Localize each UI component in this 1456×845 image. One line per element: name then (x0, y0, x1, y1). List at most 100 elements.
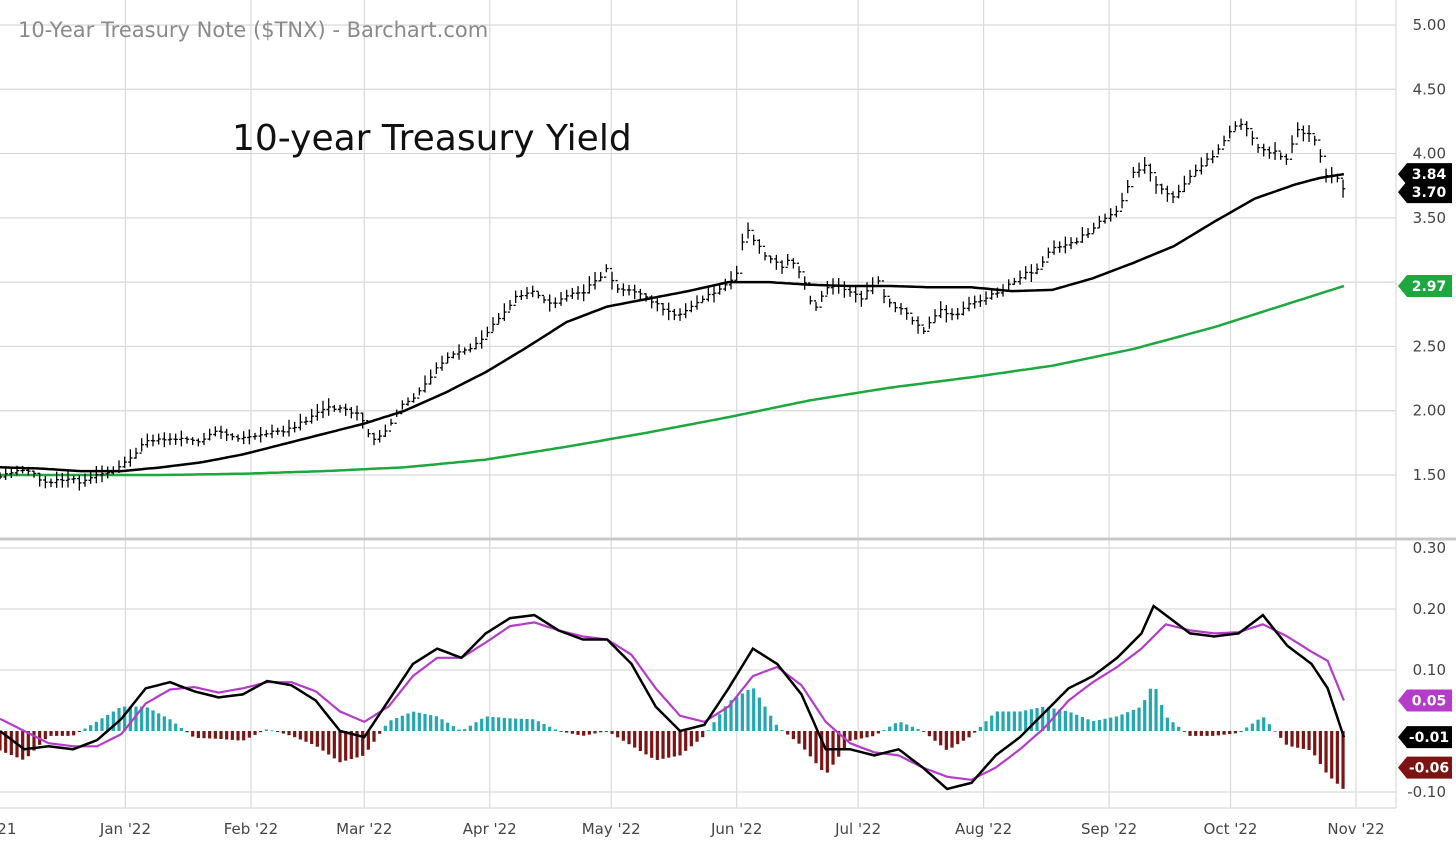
macd-histogram-bar (355, 731, 359, 758)
macd-histogram-bar (774, 724, 778, 731)
macd-line (0, 604, 1346, 791)
macd-histogram-bar (961, 731, 965, 741)
macd-histogram-bar (712, 722, 716, 731)
macd-histogram-bar (531, 719, 535, 731)
macd-histogram-bar (1103, 718, 1107, 731)
value-flag-shape (1398, 689, 1452, 712)
macd-histogram-bar (1245, 727, 1249, 731)
x-tick-label: Jul '22 (834, 820, 881, 838)
macd-histogram-bar (32, 731, 36, 751)
macd-histogram-bar (259, 731, 263, 733)
macd-histogram-bar (1239, 731, 1243, 732)
macd-histogram-bar (1126, 712, 1130, 731)
macd-histogram-bar (701, 731, 705, 738)
macd-histogram-bar (236, 731, 240, 741)
macd-histogram-bar (366, 731, 370, 750)
y-tick-label: 3.50 (1413, 209, 1446, 227)
macd-histogram-bar (1046, 707, 1050, 731)
macd-histogram-bar (145, 707, 149, 731)
macd-histogram-bar (1114, 716, 1118, 731)
macd-histogram-bar (196, 731, 200, 738)
macd-histogram-bar (514, 718, 518, 731)
macd-histogram-bar (1012, 711, 1016, 731)
value-flag-shape (1398, 181, 1452, 204)
macd-histogram-bar (1131, 709, 1135, 731)
value-flag-shape (1398, 163, 1452, 186)
macd-histogram-bar (627, 731, 631, 745)
value-flag: 2.97 (1398, 275, 1452, 297)
macd-histogram-bar (242, 731, 246, 741)
macd-histogram-bar (769, 715, 773, 731)
macd-histogram-bar (763, 706, 767, 731)
macd-histogram-bar (72, 731, 76, 736)
y-tick-label: 0.30 (1413, 539, 1446, 557)
macd-histogram-bar (304, 731, 308, 742)
macd-histogram-bar (548, 726, 552, 731)
macd-histogram-bar (893, 723, 897, 731)
macd-histogram-bar (808, 731, 812, 757)
macd-histogram-bar (525, 718, 529, 731)
macd-histogram-bar (746, 690, 750, 731)
macd-histogram-bar (123, 706, 127, 731)
macd-histogram-bar (502, 717, 506, 731)
macd-histogram-bar (1063, 710, 1067, 731)
macd-histogram-bar (1216, 731, 1220, 736)
macd-histogram-bar (718, 714, 722, 731)
macd-histogram-bar (610, 731, 614, 734)
macd-histogram-bar (939, 731, 943, 746)
macd-histogram-bar (757, 697, 761, 731)
macd-histogram-bar (434, 716, 438, 731)
value-flag: 0.05 (1398, 689, 1452, 712)
macd-histogram-bar (94, 721, 98, 731)
macd-histogram-bar (684, 731, 688, 751)
macd-histogram-bar (157, 713, 161, 731)
macd-histogram-bar (1211, 731, 1215, 736)
macd-histogram-bar (349, 731, 353, 760)
macd-histogram-bar (695, 731, 699, 742)
macd-histogram-bar (1137, 707, 1141, 731)
macd-histogram-bar (111, 711, 115, 731)
macd-histogram-bar (604, 731, 608, 732)
macd-histogram-bar (559, 731, 563, 732)
macd-panel (0, 604, 1346, 791)
y-tick-label: 4.00 (1413, 145, 1446, 163)
macd-histogram-bar (519, 718, 523, 731)
macd-histogram-bar (876, 731, 880, 734)
macd-histogram-bar (582, 731, 586, 736)
macd-histogram-bar (395, 717, 399, 731)
macd-histogram-bar (49, 731, 53, 736)
macd-histogram-bar (230, 731, 234, 740)
macd-histogram-bar (66, 731, 70, 736)
macd-histogram-bar (842, 731, 846, 749)
macd-histogram-bar (837, 731, 841, 757)
value-flag-label: 0.05 (1412, 694, 1447, 710)
macd-histogram-bar (378, 731, 382, 734)
macd-histogram-bar (219, 731, 223, 740)
macd-histogram-bar (1080, 717, 1084, 731)
macd-histogram-bar (185, 731, 189, 733)
macd-histogram-bar (723, 706, 727, 731)
x-tick-label: Sep '22 (1081, 820, 1137, 838)
macd-histogram-bar (1092, 721, 1096, 731)
macd-histogram-bar (1194, 731, 1198, 736)
macd-histogram-bar (752, 688, 756, 731)
value-flag-shape (1398, 275, 1452, 297)
macd-histogram-bar (310, 731, 314, 745)
macd-histogram-bar (281, 731, 285, 734)
y-tick-label: 5.00 (1413, 16, 1446, 34)
macd-histogram-bar (740, 693, 744, 731)
macd-histogram-bar (202, 731, 206, 739)
macd-histogram-bar (871, 731, 875, 737)
macd-histogram-bar (9, 731, 13, 756)
macd-histogram-bar (831, 731, 835, 765)
macd-histogram-bar (1335, 731, 1339, 784)
value-flag: 3.70 (1398, 181, 1452, 204)
macd-histogram-bar (553, 729, 557, 731)
macd-histogram-bar (276, 731, 280, 733)
macd-histogram-bar (1330, 731, 1334, 779)
chart-source-title: 10-Year Treasury Note ($TNX) - Barchart.… (18, 18, 488, 42)
macd-histogram-bar (298, 731, 302, 740)
macd-histogram-bar (1341, 731, 1345, 789)
x-tick-label: Oct '22 (1204, 820, 1258, 838)
macd-histogram-bar (786, 731, 790, 735)
